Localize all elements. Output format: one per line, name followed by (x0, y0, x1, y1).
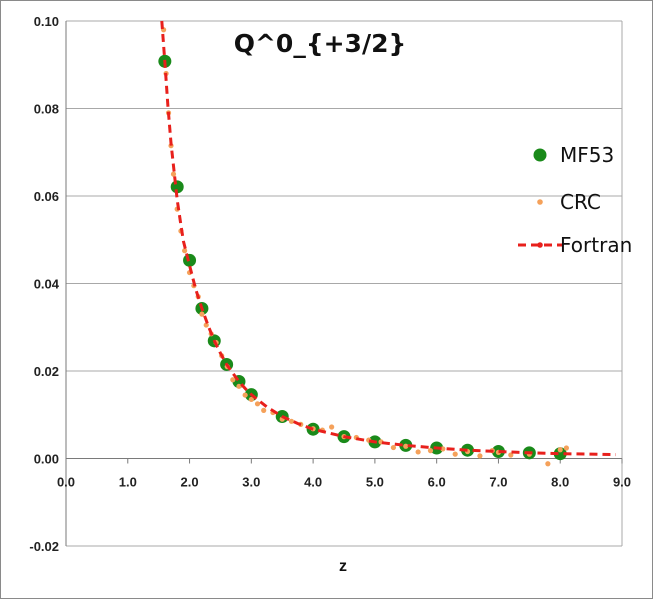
legend-label-mf53: MF53 (560, 143, 614, 167)
crc-point (170, 171, 177, 177)
legend-marker-mf53 (533, 148, 547, 162)
x-tick-label: 7.0 (489, 475, 507, 490)
crc-point (557, 447, 563, 453)
y-tick-label: -0.02 (29, 539, 59, 554)
x-tick-label: 2.0 (181, 475, 199, 490)
legend-label-crc: CRC (560, 190, 601, 214)
series-fortran (160, 20, 616, 457)
crc-point (508, 452, 514, 458)
crc-point (248, 396, 254, 403)
crc-point (242, 392, 248, 398)
x-tick-label: 5.0 (366, 475, 384, 490)
legend: MF53 CRC Fortran (518, 143, 632, 257)
crc-point (415, 449, 421, 455)
y-tick-label: 0.06 (34, 189, 59, 204)
x-tick-label: 9.0 (613, 475, 631, 490)
crc-point (182, 248, 188, 254)
legend-label-fortran: Fortran (560, 233, 632, 257)
fortran-line (160, 20, 616, 457)
crc-point (261, 407, 267, 413)
crc-point (563, 445, 570, 451)
x-axis-label: z (339, 558, 347, 575)
crc-point (477, 453, 483, 459)
legend-marker-fortran (537, 242, 543, 248)
x-tick-label: 8.0 (551, 475, 569, 490)
crc-point (230, 377, 236, 383)
crc-point (236, 383, 242, 389)
crc-point (427, 448, 434, 454)
y-tick-label: 0.02 (34, 364, 59, 379)
crc-point (403, 443, 409, 449)
crc-point (254, 401, 261, 407)
x-tick-label: 3.0 (242, 475, 260, 490)
crc-point (288, 418, 295, 424)
crc-point (452, 451, 458, 457)
mf53-point (553, 447, 567, 461)
x-tick-label: 6.0 (428, 475, 446, 490)
y-tick-label: 0.04 (34, 277, 60, 292)
crc-point (545, 461, 551, 467)
x-tick-label: 1.0 (119, 475, 137, 490)
x-tick-label: 4.0 (304, 475, 322, 490)
chart-title: Q^0_{+3/2} (234, 29, 407, 58)
crc-point (329, 424, 335, 430)
crc-point (390, 444, 397, 451)
series-layer (158, 20, 616, 467)
y-tick-label: 0.10 (34, 14, 59, 29)
x-tick-label: 0.0 (57, 475, 75, 490)
y-tick-label: 0.08 (34, 102, 59, 117)
crc-point (203, 322, 209, 328)
axis-layer: 0.10 0.08 0.06 0.04 0.02 0.00 -0.02 0.0 1.0 2.0 3.… (29, 14, 631, 554)
crc-point (199, 311, 205, 317)
legend-marker-crc (537, 199, 543, 205)
y-tick-label: 0.00 (34, 452, 59, 467)
